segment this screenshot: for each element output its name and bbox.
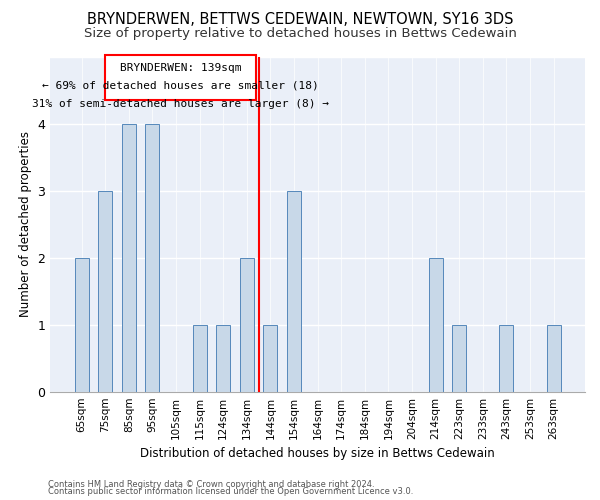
Text: BRYNDERWEN: 139sqm: BRYNDERWEN: 139sqm: [120, 62, 241, 72]
Bar: [105, 55, 256, 100]
Text: ← 69% of detached houses are smaller (18): ← 69% of detached houses are smaller (18…: [42, 80, 319, 90]
Bar: [452, 324, 466, 392]
X-axis label: Distribution of detached houses by size in Bettws Cedewain: Distribution of detached houses by size …: [140, 447, 495, 460]
Bar: [428, 258, 443, 392]
Bar: [287, 190, 301, 392]
Bar: [122, 124, 136, 392]
Bar: [98, 190, 112, 392]
Bar: [547, 324, 560, 392]
Bar: [263, 324, 277, 392]
Text: BRYNDERWEN, BETTWS CEDEWAIN, NEWTOWN, SY16 3DS: BRYNDERWEN, BETTWS CEDEWAIN, NEWTOWN, SY…: [87, 12, 513, 28]
Bar: [499, 324, 514, 392]
Bar: [74, 258, 89, 392]
Text: Contains public sector information licensed under the Open Government Licence v3: Contains public sector information licen…: [48, 488, 413, 496]
Bar: [145, 124, 160, 392]
Bar: [240, 258, 254, 392]
Text: Size of property relative to detached houses in Bettws Cedewain: Size of property relative to detached ho…: [83, 28, 517, 40]
Text: 31% of semi-detached houses are larger (8) →: 31% of semi-detached houses are larger (…: [32, 99, 329, 109]
Bar: [193, 324, 206, 392]
Y-axis label: Number of detached properties: Number of detached properties: [19, 131, 32, 317]
Text: Contains HM Land Registry data © Crown copyright and database right 2024.: Contains HM Land Registry data © Crown c…: [48, 480, 374, 489]
Bar: [216, 324, 230, 392]
